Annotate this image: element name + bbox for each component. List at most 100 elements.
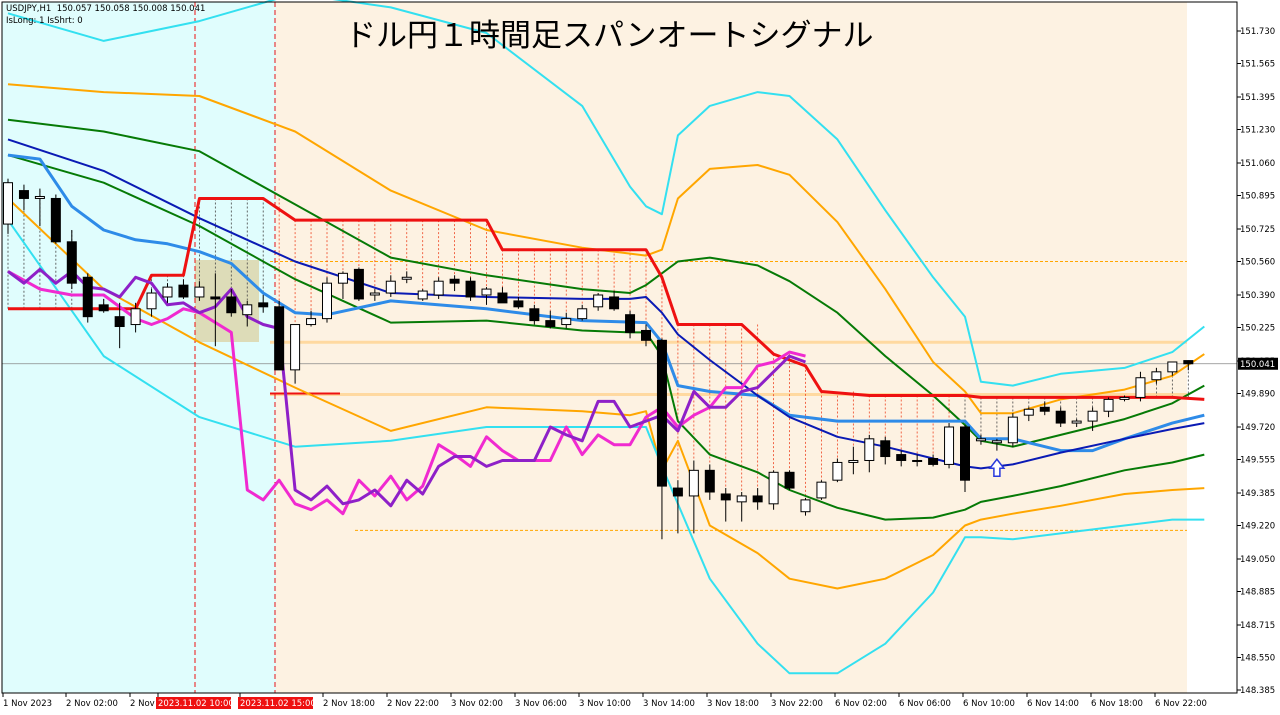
candle-body <box>832 461 843 481</box>
candle <box>1183 360 1194 371</box>
candle <box>625 310 636 339</box>
candle <box>66 229 77 290</box>
candle-body <box>975 438 986 442</box>
candle <box>832 458 843 483</box>
candle-body <box>864 438 875 461</box>
candle-body <box>162 286 173 298</box>
time-tick-label: 6 Nov 22:00 <box>1155 699 1207 709</box>
candle-body <box>991 440 1002 444</box>
candle <box>896 450 907 467</box>
time-tick-label: 2 Nov 02:00 <box>66 699 118 709</box>
candle-body <box>784 471 795 489</box>
candle <box>369 289 380 301</box>
price-tick-label: 150.725 <box>1240 225 1275 235</box>
candle <box>1151 367 1162 384</box>
background-zones <box>2 2 1237 693</box>
candle-body <box>720 493 731 501</box>
candle-body <box>18 190 29 199</box>
candle-body <box>369 292 380 296</box>
candle-body <box>625 314 636 333</box>
candle <box>194 281 205 301</box>
time-tick-label: 6 Nov 02:00 <box>835 699 887 709</box>
candle-body <box>465 280 476 298</box>
highlight-time-box <box>156 697 231 709</box>
candle <box>609 291 620 311</box>
time-tick-label: 2 Nov <box>130 699 155 709</box>
candle-body <box>50 197 61 243</box>
candle <box>1119 395 1130 402</box>
symbol-info: USDJPY,H1 150.057 150.058 150.008 150.04… <box>6 4 206 14</box>
candle <box>3 178 13 234</box>
price-tick-label: 148.550 <box>1240 653 1275 663</box>
candle-body <box>768 471 779 505</box>
price-tick-label: 148.385 <box>1240 686 1275 696</box>
candle-body <box>561 318 572 326</box>
candle <box>960 425 970 493</box>
candle <box>593 293 604 311</box>
candle <box>34 188 45 227</box>
candle-body <box>1055 410 1066 424</box>
candle <box>704 464 715 500</box>
time-tick-label: 3 Nov 02:00 <box>451 699 503 709</box>
candle <box>928 454 939 467</box>
candle-body <box>880 440 891 458</box>
price-tick-label: 148.715 <box>1240 621 1275 631</box>
peach-zone <box>276 2 1187 693</box>
candle <box>1071 419 1082 427</box>
price-tick-label: 150.225 <box>1240 324 1275 334</box>
price-tick-label: 149.385 <box>1240 489 1275 499</box>
cyan-zone <box>2 2 276 693</box>
candle-body <box>609 296 620 310</box>
candle-body <box>513 300 524 308</box>
candle-body <box>1135 377 1146 398</box>
candle <box>385 275 396 297</box>
candle-body <box>1151 371 1162 381</box>
upper-outer-band-line <box>7 0 1205 387</box>
candle <box>1135 371 1146 402</box>
candle <box>577 304 588 321</box>
lower-outer-band-line <box>7 197 1205 590</box>
candle-body <box>258 302 269 308</box>
indicator-status: IsLong: 1 IsShrt: 0 <box>6 16 83 26</box>
price-tick-label: 150.390 <box>1240 291 1275 301</box>
candle-body <box>449 278 460 284</box>
candle-body <box>130 308 141 326</box>
time-tick-label: 3 Nov 22:00 <box>771 699 823 709</box>
candle <box>353 267 364 301</box>
candle <box>991 438 1002 451</box>
candle-body <box>401 276 412 280</box>
price-axis-bg <box>1237 0 1280 715</box>
candle <box>800 497 811 516</box>
lower-extreme-band-line <box>7 219 1205 675</box>
highlight-time-label: 2023.11.02 10:00 <box>158 699 234 709</box>
slow-ma-line <box>7 138 1205 470</box>
time-tick-label: 3 Nov 18:00 <box>707 699 759 709</box>
candle <box>545 310 556 329</box>
lagging-span-a-line <box>7 270 806 516</box>
candle-body <box>274 306 285 371</box>
candle <box>114 302 125 349</box>
price-tick-label: 149.050 <box>1240 555 1275 565</box>
time-tick-label: 6 Nov 14:00 <box>1027 699 1079 709</box>
candle <box>433 277 444 299</box>
candle-body <box>1023 408 1034 416</box>
candle-body <box>497 292 508 304</box>
signal-arrows <box>988 458 1006 477</box>
candle-body <box>433 280 444 296</box>
candle <box>944 423 955 469</box>
candle <box>242 300 253 327</box>
candle <box>513 296 524 309</box>
candle-body <box>34 195 45 199</box>
candle-body <box>226 296 237 314</box>
candles <box>3 178 1194 540</box>
price-tick-label: 150.895 <box>1240 192 1275 202</box>
candle <box>975 434 986 445</box>
candle <box>1103 397 1114 418</box>
candle-body <box>290 324 301 371</box>
candle <box>736 492 747 522</box>
candle <box>864 434 875 473</box>
highlight-time-label: 2023.11.02 15:00 <box>240 699 316 709</box>
price-tick-label: 151.395 <box>1240 93 1275 103</box>
